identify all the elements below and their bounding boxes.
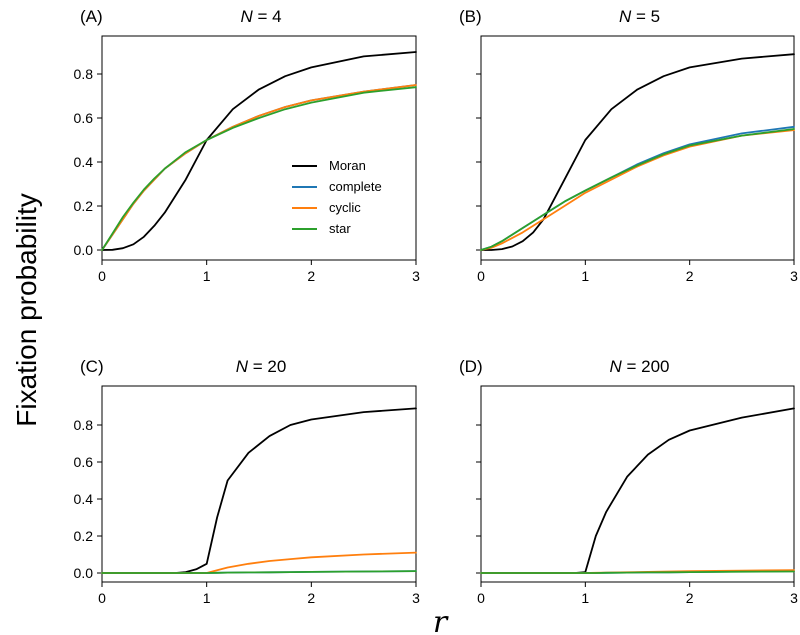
series-line-cyclic (480, 129, 795, 251)
x-tick-label: 3 (412, 590, 420, 606)
x-tick-label: 1 (203, 268, 211, 284)
y-tick-label: 0.2 (74, 198, 94, 214)
panel-4: 0 1 2 3 (D) N = 200 (459, 357, 798, 606)
panel-letter: (C) (80, 357, 104, 376)
series-line-moran (101, 407, 417, 574)
x-tick-label: 2 (686, 268, 694, 284)
x-tick-label: 1 (581, 590, 589, 606)
panel-title: N = 5 (619, 7, 660, 26)
y-tick-label: 0.0 (74, 565, 94, 581)
y-tick-label: 0.8 (74, 66, 94, 82)
panel-title-var: N (240, 7, 253, 26)
x-tick-label: 0 (477, 268, 485, 284)
panel-title-eq: = (248, 357, 267, 376)
series-line-star (101, 86, 417, 251)
y-tick-label: 0.4 (74, 491, 94, 507)
legend-label: Moran (329, 158, 366, 173)
panel-title-value: 200 (641, 357, 669, 376)
panel-title-var: N (619, 7, 632, 26)
panel-title-eq: = (253, 7, 272, 26)
x-tick-label: 3 (412, 268, 420, 284)
x-axis-label: r (433, 605, 449, 635)
x-tick-label: 0 (98, 590, 106, 606)
panel-2: 0 1 2 3 (B) N = 5 (459, 7, 798, 284)
x-tick-label: 0 (98, 268, 106, 284)
series-line-complete (101, 84, 417, 251)
panel-title-value: 4 (272, 7, 281, 26)
x-tick-label: 3 (790, 590, 798, 606)
plot-frame (480, 385, 795, 583)
series-line-moran (480, 407, 795, 574)
plot-frame (101, 385, 417, 583)
panel-title: N = 200 (609, 357, 669, 376)
x-tick-label: 1 (581, 268, 589, 284)
y-tick-label: 0.6 (74, 110, 94, 126)
series-line-moran (101, 51, 417, 251)
y-tick-label: 0.6 (74, 454, 94, 470)
x-tick-label: 2 (307, 590, 315, 606)
series-line-star (480, 570, 795, 574)
panel-3: 0 1 2 3 0.0 0.2 0.4 0.6 0.8 (C) N = 20 (74, 357, 421, 606)
panel-title: N = 20 (236, 357, 287, 376)
x-tick-label: 3 (790, 268, 798, 284)
legend-label: star (329, 221, 351, 236)
y-tick-label: 0.2 (74, 528, 94, 544)
panels: 0 1 2 3 0.0 0.2 0.4 0.6 0.8 (A) N = 4 Moran complete… (74, 7, 799, 606)
series-line-complete (480, 125, 795, 251)
legend-label: complete (329, 179, 382, 194)
series-line-cyclic (101, 84, 417, 251)
x-tick-label: 2 (307, 268, 315, 284)
legend: Moran complete cyclic star (292, 158, 382, 236)
panel-title-eq: = (622, 357, 641, 376)
y-tick-label: 0.0 (74, 242, 94, 258)
y-tick-label: 0.4 (74, 154, 94, 170)
panel-title-value: 20 (267, 357, 286, 376)
panel-title-var: N (609, 357, 622, 376)
panel-letter: (D) (459, 357, 483, 376)
x-tick-label: 0 (477, 590, 485, 606)
panel-title-value: 5 (651, 7, 660, 26)
legend-label: cyclic (329, 200, 361, 215)
y-axis-label: Fixation probability (11, 193, 42, 426)
panel-1: 0 1 2 3 0.0 0.2 0.4 0.6 0.8 (A) N = 4 Moran complete… (74, 7, 421, 284)
y-tick-label: 0.8 (74, 417, 94, 433)
panel-letter: (B) (459, 7, 482, 26)
panel-letter: (A) (80, 7, 103, 26)
series-line-moran (480, 53, 795, 251)
series-line-star (101, 570, 417, 574)
panel-title-var: N (236, 357, 249, 376)
panel-title-eq: = (631, 7, 650, 26)
panel-title: N = 4 (240, 7, 281, 26)
series-line-star (480, 128, 795, 251)
plot-frame (480, 35, 795, 261)
x-tick-label: 2 (686, 590, 694, 606)
x-tick-label: 1 (203, 590, 211, 606)
series-line-cyclic (101, 551, 417, 574)
plot-frame (101, 35, 417, 261)
